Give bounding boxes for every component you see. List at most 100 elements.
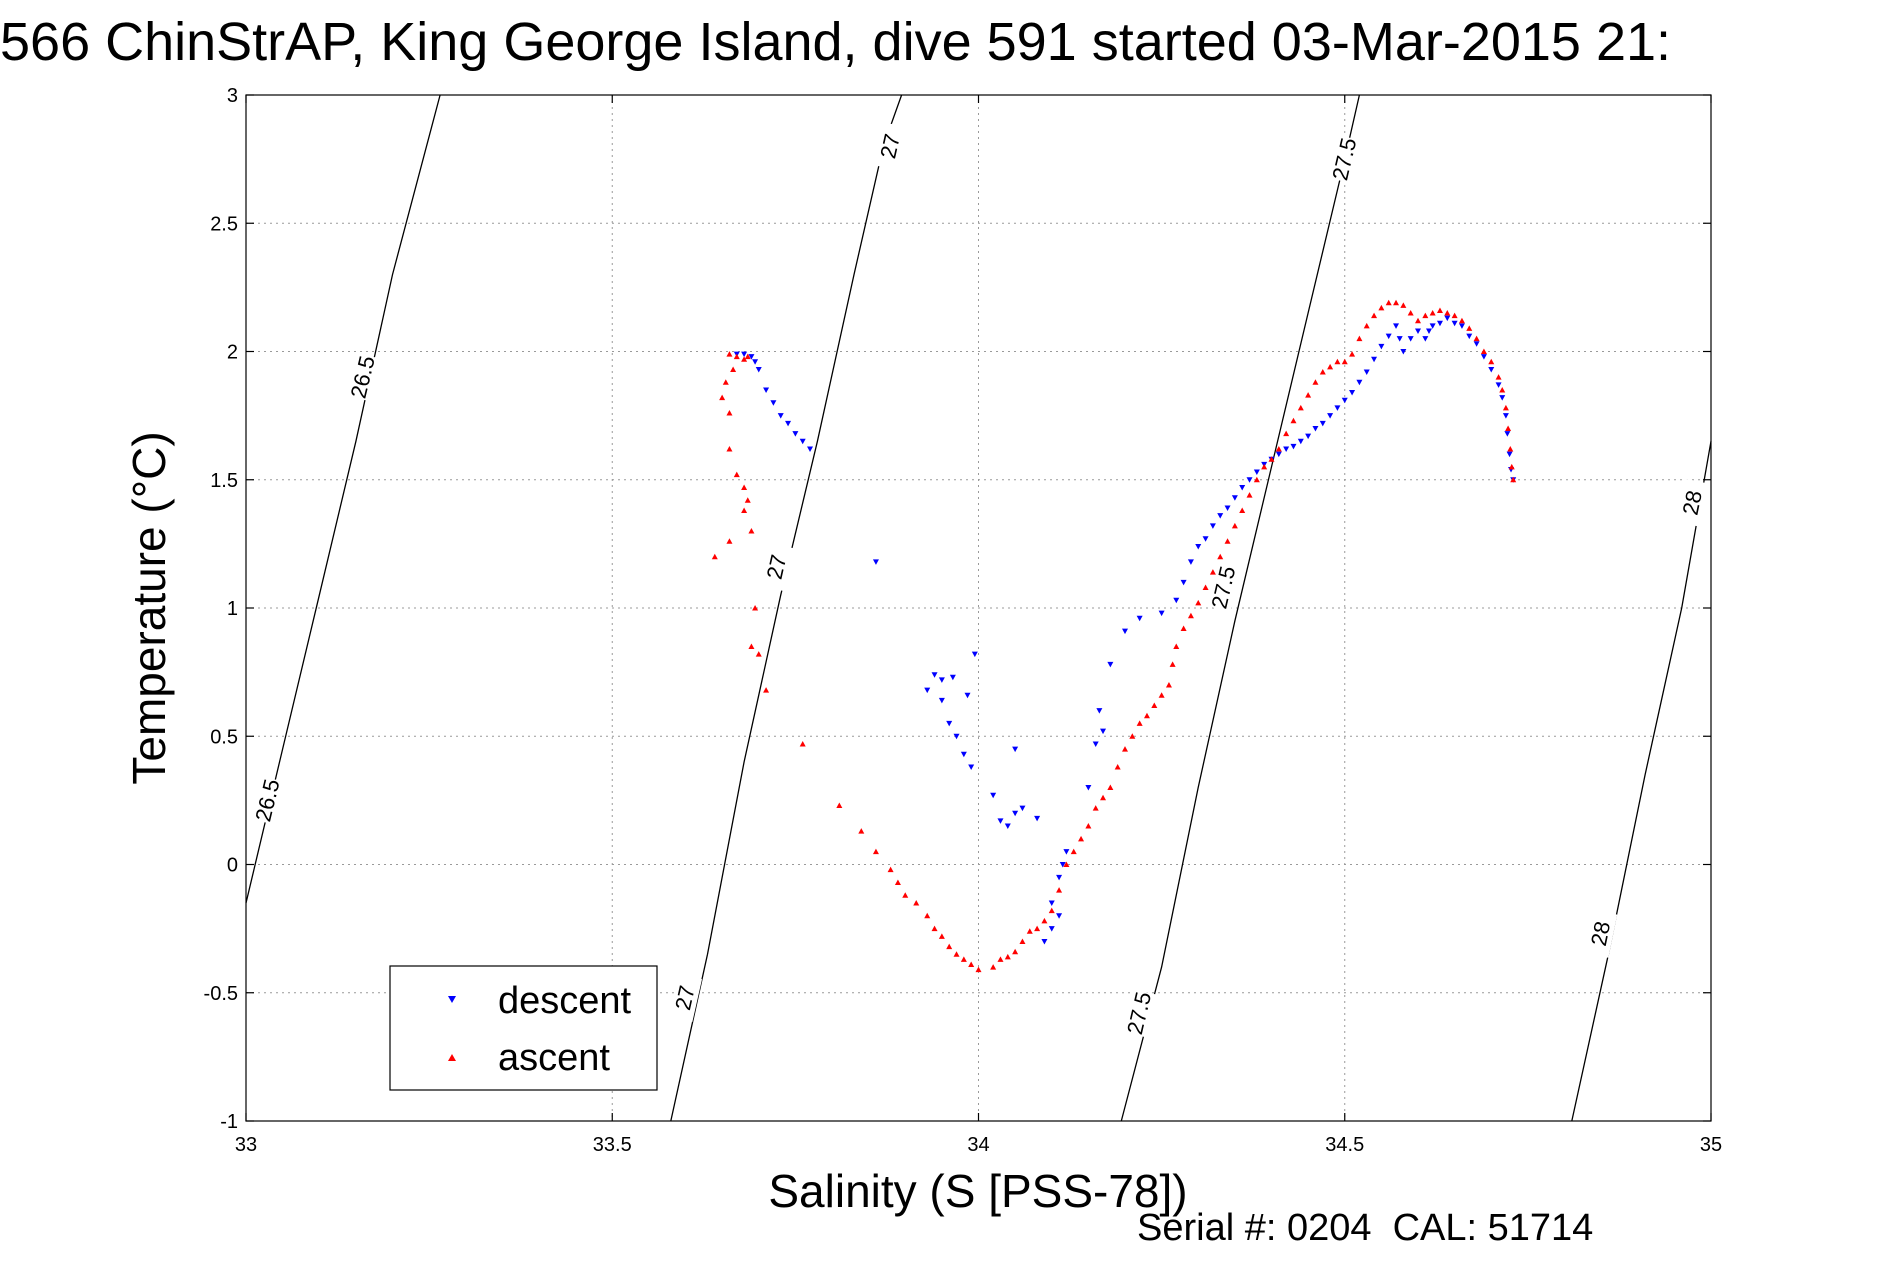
- descent-point: [1396, 336, 1403, 342]
- ascent-point: [1136, 720, 1143, 726]
- contour-label: 27.5: [1206, 564, 1240, 611]
- descent-point: [1506, 451, 1513, 458]
- density-contour-27: [670, 94, 903, 1122]
- ascent-point: [1063, 861, 1070, 867]
- descent-point: [1173, 597, 1180, 604]
- ascent-point: [1510, 476, 1517, 483]
- ascent-point: [1019, 938, 1026, 944]
- contour-label: 27: [670, 983, 700, 1012]
- ascent-point: [1480, 348, 1487, 354]
- scatter-points: [711, 299, 1517, 973]
- ascent-point: [1202, 584, 1209, 590]
- descent-point: [1319, 420, 1326, 427]
- contour-label: 28: [1678, 488, 1707, 517]
- descent-point: [968, 764, 975, 771]
- footer-serial-cal: Serial #: 0204 CAL: 51714: [1137, 1207, 1593, 1249]
- descent-point: [1224, 505, 1231, 511]
- descent-point: [1290, 443, 1297, 450]
- ascent-point: [1246, 492, 1253, 498]
- ascent-point: [1026, 928, 1033, 934]
- descent-point: [755, 366, 762, 373]
- density-contour-27-5: [1120, 94, 1361, 1122]
- descent-point: [1327, 413, 1334, 419]
- ascent-point: [1495, 374, 1502, 380]
- contour-label-bg: [1328, 135, 1362, 184]
- ascent-point: [887, 866, 894, 873]
- ascent-point: [836, 802, 843, 809]
- contour-label-bg: [760, 542, 794, 592]
- ascent-point: [799, 740, 806, 747]
- ascent-point: [990, 964, 997, 970]
- ascent-point: [748, 528, 755, 534]
- ascent-point: [741, 356, 748, 362]
- x-tick-label: 34.5: [1325, 1134, 1364, 1156]
- ascent-point: [1195, 599, 1202, 606]
- ascent-point: [733, 353, 740, 360]
- descent-point: [1444, 315, 1451, 322]
- ascent-point: [722, 379, 729, 385]
- ascent-point: [1100, 794, 1107, 801]
- descent-point: [997, 818, 1004, 824]
- contour-label-bg: [668, 973, 703, 1022]
- descent-point: [1195, 543, 1202, 550]
- ascent-point: [1268, 456, 1275, 462]
- ascent-point: [913, 899, 920, 906]
- descent-point: [990, 792, 997, 799]
- contour-label-bg: [1122, 989, 1157, 1038]
- ascent-point: [1034, 925, 1041, 932]
- descent-point: [748, 354, 755, 360]
- ascent-point: [1319, 369, 1326, 375]
- ascent-point: [1349, 351, 1356, 357]
- ascent-point: [931, 925, 938, 932]
- ascent-point: [1378, 304, 1385, 311]
- legend: descent ascent: [389, 965, 658, 1091]
- descent-point: [1096, 708, 1103, 714]
- legend-ascent-marker: [448, 1054, 456, 1061]
- ascent-point: [1363, 322, 1370, 329]
- descent-point: [1378, 343, 1385, 350]
- ascent-point: [1407, 310, 1414, 316]
- ascent-point: [763, 687, 770, 693]
- contour-label-bg: [874, 122, 908, 171]
- y-tick-label: 2.5: [210, 213, 238, 235]
- ascent-point: [1231, 522, 1238, 529]
- descent-point: [1048, 900, 1055, 906]
- ascent-point: [1327, 363, 1334, 370]
- ascent-point: [1400, 302, 1407, 308]
- y-tick-label: -0.5: [204, 983, 238, 1005]
- ascent-point: [1356, 335, 1363, 342]
- ascent-point: [894, 879, 901, 885]
- y-tick-label: -1: [220, 1111, 238, 1133]
- x-tick-label: 33: [235, 1134, 257, 1156]
- chart-title: 566 ChinStrAP, King George Island, dive …: [0, 12, 1671, 72]
- descent-point: [1385, 333, 1392, 340]
- x-tick-label: 34: [967, 1134, 989, 1156]
- descent-point: [785, 420, 792, 427]
- ascent-point: [858, 828, 865, 834]
- descent-point: [1499, 395, 1506, 401]
- grid: [246, 95, 1711, 1121]
- ascent-point: [872, 848, 879, 855]
- descent-point: [1056, 874, 1063, 881]
- descent-point: [1041, 938, 1048, 945]
- density-contour-28: [1571, 441, 1712, 1122]
- descent-point: [1012, 810, 1019, 817]
- ascent-point: [1070, 848, 1077, 855]
- y-axis: -1 -0.5 0 0.5 1 1.5 2 2.5 3: [204, 85, 1711, 1133]
- ascent-point: [1290, 417, 1297, 424]
- ascent-point: [1341, 358, 1348, 365]
- descent-point: [1012, 746, 1019, 753]
- ascent-point: [938, 933, 945, 939]
- x-tick-label: 35: [1700, 1134, 1722, 1156]
- y-tick-label: 1: [227, 598, 238, 620]
- descent-point: [763, 387, 770, 393]
- y-tick-label: 3: [227, 85, 238, 107]
- descent-point: [1436, 320, 1443, 327]
- y-tick-label: 1.5: [210, 470, 238, 492]
- descent-point: [1371, 356, 1378, 363]
- descent-point: [971, 651, 978, 658]
- ascent-point: [1143, 712, 1150, 719]
- ascent-point: [968, 961, 975, 968]
- descent-point: [1100, 728, 1107, 735]
- ascent-point: [1048, 907, 1055, 914]
